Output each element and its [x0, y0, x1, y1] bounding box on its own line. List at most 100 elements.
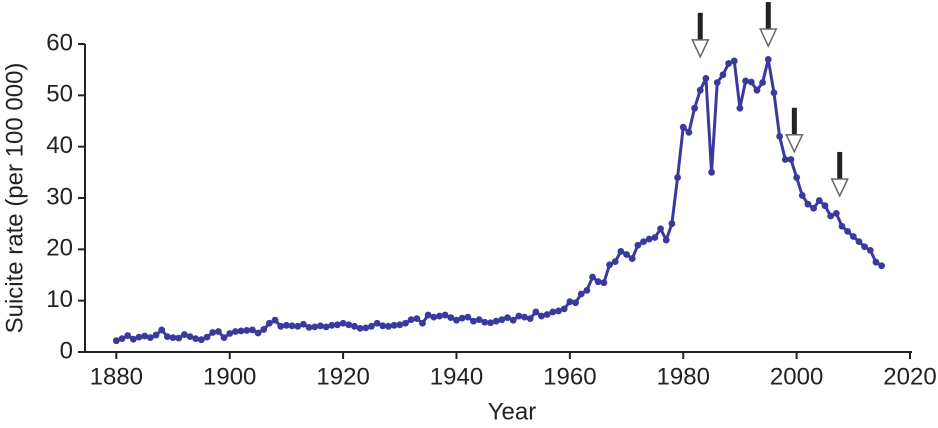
point [674, 174, 681, 181]
point [209, 329, 217, 336]
point [243, 327, 251, 334]
arrow-head [691, 39, 710, 59]
point [424, 311, 432, 319]
point [838, 222, 846, 230]
point [390, 321, 398, 329]
point [708, 168, 715, 176]
point [521, 313, 528, 321]
point [572, 299, 579, 307]
point [447, 314, 455, 322]
point [583, 287, 591, 294]
x-tick-label: 1920 [316, 363, 369, 390]
point [118, 335, 126, 343]
x-tick-label: 1960 [543, 363, 596, 390]
arrow-shaft [697, 12, 703, 41]
point [781, 156, 789, 163]
point [872, 258, 880, 266]
x-tick-label: 1880 [90, 363, 143, 390]
point [623, 251, 630, 258]
arrow-head [785, 134, 804, 154]
point [628, 255, 636, 262]
point [787, 156, 795, 163]
y-tick-label: 60 [46, 29, 73, 56]
point [685, 128, 693, 136]
point [356, 324, 364, 332]
point [532, 308, 540, 316]
point [379, 322, 387, 330]
arrow-head [759, 28, 778, 48]
point [220, 334, 228, 342]
point [696, 86, 704, 94]
point [470, 317, 477, 325]
point [345, 321, 353, 329]
arrow-shaft [791, 107, 797, 136]
point [866, 246, 874, 254]
point [283, 321, 290, 329]
x-axis-label: Year [488, 398, 537, 425]
point [515, 312, 523, 320]
point [271, 316, 279, 324]
point [322, 323, 330, 331]
point [129, 335, 137, 343]
point [844, 227, 852, 235]
point [175, 334, 183, 342]
x-tick-label: 2000 [770, 363, 823, 390]
point [300, 320, 307, 328]
point [294, 322, 302, 330]
point [810, 204, 818, 212]
point [560, 305, 568, 313]
point [691, 104, 698, 112]
arrow-shaft [837, 151, 843, 180]
point [475, 316, 483, 324]
point [368, 322, 375, 330]
point [662, 236, 670, 244]
point [719, 71, 727, 79]
point [464, 313, 472, 321]
point [436, 312, 443, 320]
point [742, 77, 749, 85]
point [555, 307, 562, 315]
point [249, 326, 256, 334]
point [509, 316, 517, 324]
point [747, 78, 755, 86]
point [328, 321, 336, 329]
point [305, 323, 313, 331]
point [407, 316, 415, 324]
point [645, 235, 653, 243]
point [214, 328, 222, 335]
x-tick-label: 1940 [430, 363, 483, 390]
point [311, 323, 319, 331]
arrow-head [830, 178, 849, 198]
point [634, 241, 642, 249]
y-tick-label: 20 [46, 235, 73, 262]
x-tick-label: 2020 [883, 363, 936, 390]
point [504, 314, 511, 322]
y-axis-label: Suicite rate (per 100 000) [1, 63, 28, 334]
point [430, 313, 438, 321]
point [617, 247, 625, 255]
arrow-shaft [765, 2, 771, 31]
point [702, 74, 710, 82]
point [413, 315, 421, 323]
point [861, 243, 869, 251]
y-tick-label: 30 [46, 183, 73, 210]
point [441, 311, 449, 319]
point [498, 316, 506, 324]
point [594, 278, 602, 286]
point [186, 333, 194, 340]
point [152, 331, 160, 339]
point [832, 210, 840, 217]
point [197, 336, 205, 344]
point [804, 200, 812, 208]
point [589, 273, 596, 281]
x-tick-label: 1900 [203, 363, 256, 390]
point [112, 337, 120, 345]
point [124, 332, 132, 339]
point [288, 322, 296, 330]
point [231, 328, 239, 335]
point [849, 233, 857, 240]
point [180, 331, 188, 338]
y-tick-label: 10 [46, 286, 73, 313]
